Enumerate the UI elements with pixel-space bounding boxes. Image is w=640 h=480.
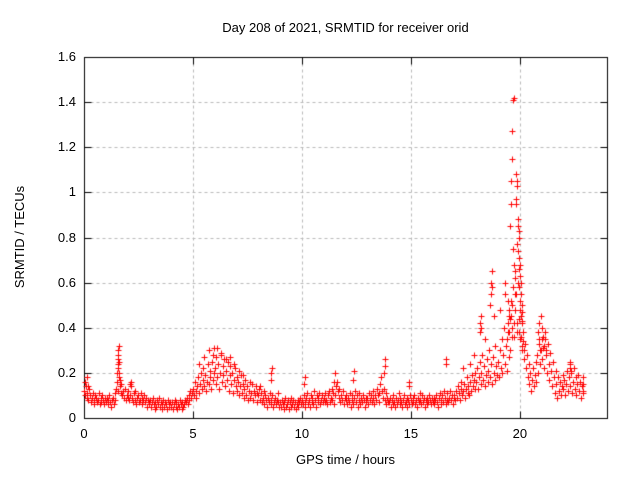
x-axis-label: GPS time / hours	[296, 452, 395, 467]
y-tick-label: 1	[68, 184, 76, 200]
y-tick-label: 1.4	[57, 94, 76, 110]
chart-title: Day 208 of 2021, SRMTID for receiver ori…	[222, 20, 469, 35]
x-tick-label: 5	[189, 426, 197, 441]
y-tick-label: 0.6	[57, 274, 76, 290]
y-tick-label: 0.4	[57, 319, 76, 335]
x-tick-label: 20	[512, 426, 528, 441]
x-tick-label: 10	[294, 426, 310, 441]
y-tick-label: 1.2	[57, 139, 76, 155]
x-tick-label: 15	[403, 426, 419, 441]
y-tick-label: 0.8	[57, 229, 76, 245]
y-tick-label: 0.2	[57, 364, 76, 380]
x-tick-label: 0	[80, 426, 88, 441]
y-tick-label: 1.6	[57, 49, 76, 64]
y-tick-label: 0	[68, 410, 76, 425]
